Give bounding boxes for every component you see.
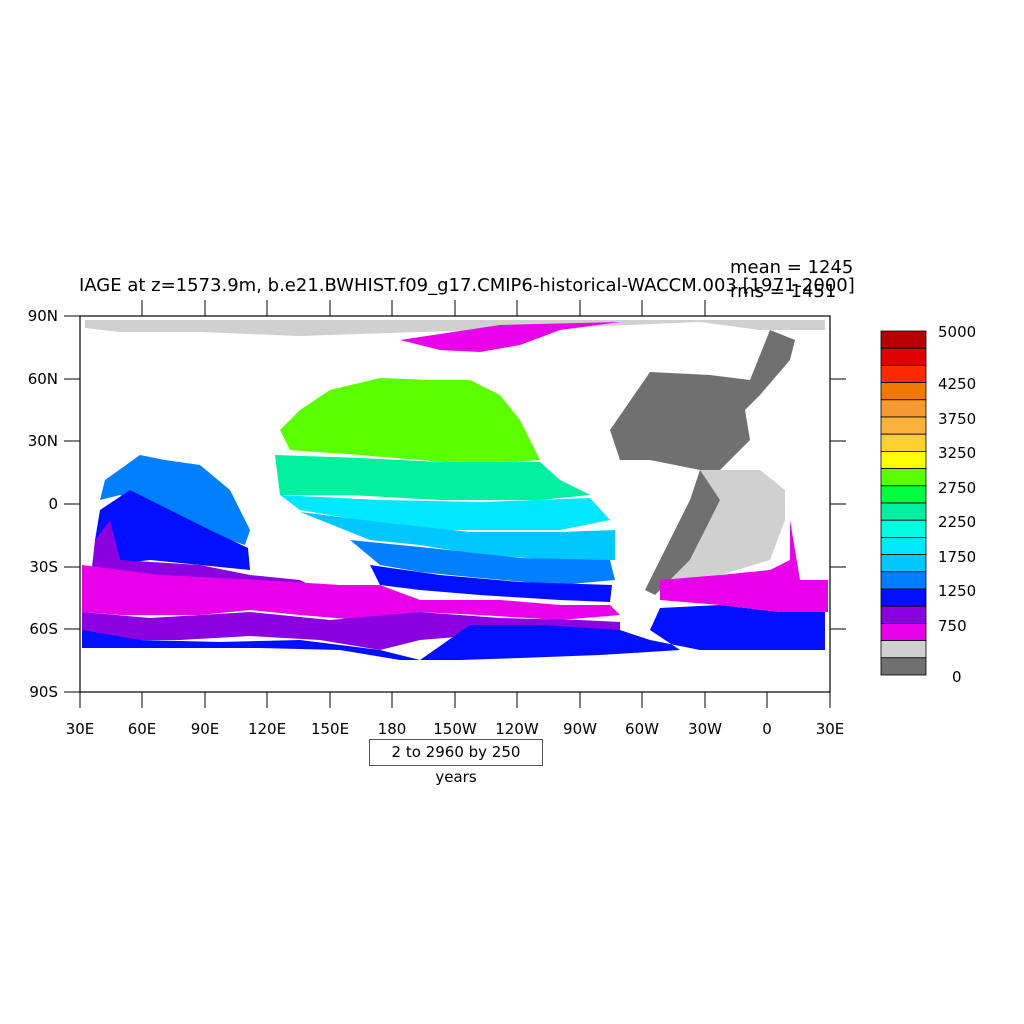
- indian-deep-blue-band: [95, 490, 250, 570]
- lon-label: 120W: [495, 720, 539, 738]
- colorbar: [880, 330, 927, 676]
- lat-label-60n: 60N: [27, 370, 58, 388]
- colorbar-swatch: [880, 399, 927, 418]
- lon-label: 0: [762, 720, 772, 738]
- colorbar-swatch: [880, 382, 927, 401]
- lon-label: 150W: [433, 720, 477, 738]
- lat-label-30s: 30S: [29, 558, 58, 576]
- colorbar-swatch: [880, 554, 927, 573]
- indian-purple-band: [90, 520, 320, 590]
- colorbar-swatch: [880, 588, 927, 607]
- lon-label: 180: [377, 720, 407, 738]
- map-title: IAGE at z=1573.9m, b.e21.BWHIST.f09_g17.…: [79, 275, 855, 296]
- pacific-deep-blue-band: [370, 565, 612, 602]
- colorbar-swatch: [880, 537, 927, 556]
- pacific-blue-band: [350, 540, 615, 585]
- lon-label: 30W: [688, 720, 722, 738]
- colorbar-swatch: [880, 347, 927, 366]
- colorbar-swatch: [880, 571, 927, 590]
- lat-label-60s: 60S: [29, 620, 58, 638]
- arctic-magenta-patch: [400, 322, 620, 352]
- colorbar-swatch: [880, 416, 927, 435]
- colorbar-label: 1750: [938, 548, 977, 566]
- colorbar-label: 1250: [938, 582, 977, 600]
- colorbar-label: 2250: [938, 513, 977, 531]
- southern-magenta-band: [82, 565, 620, 620]
- pacific-green-band: [280, 378, 540, 465]
- lat-label-90s: 90S: [29, 683, 58, 701]
- lon-label: 150E: [310, 720, 350, 738]
- indian-blue-band: [100, 455, 250, 545]
- colorbar-swatch: [880, 623, 927, 642]
- mean-value: mean = 1245: [730, 257, 854, 278]
- atlantic-magenta: [660, 520, 828, 612]
- colorbar-swatch: [880, 657, 927, 676]
- lon-label: 60E: [127, 720, 157, 738]
- lon-label: 90E: [190, 720, 220, 738]
- colorbar-swatch: [880, 468, 927, 487]
- lon-label: 30E: [815, 720, 845, 738]
- contour-interval-note: 2 to 2960 by 250 years: [369, 739, 543, 786]
- lat-label-0: 0: [48, 495, 58, 513]
- atlantic-ice-gray: [660, 470, 785, 590]
- lon-ticks: [79, 300, 831, 708]
- colorbar-swatch: [880, 330, 927, 349]
- lon-label: 90W: [563, 720, 597, 738]
- colorbar-label: 0: [952, 668, 962, 686]
- colorbar-swatch: [880, 502, 927, 521]
- southern-purple-band: [82, 612, 620, 650]
- lat-ticks: [64, 315, 846, 693]
- pacific-cyan-band-3: [300, 512, 615, 560]
- colorbar-label: 3250: [938, 444, 977, 462]
- colorbar-swatch: [880, 640, 927, 659]
- arctic-ice-region: [85, 320, 825, 336]
- colorbar-swatch: [880, 433, 927, 452]
- atlantic-deep-gray: [610, 330, 795, 595]
- pacific-cyan-band-2: [280, 495, 610, 530]
- southern-deep-blue-band: [82, 605, 825, 660]
- pacific-cyan-band-1: [275, 455, 590, 500]
- colorbar-label: 750: [938, 617, 967, 635]
- colorbar-swatch: [880, 450, 927, 469]
- colorbar-label: 4250: [938, 375, 977, 393]
- colorbar-swatch: [880, 605, 927, 624]
- colorbar-label: 5000: [938, 323, 977, 341]
- colorbar-swatch: [880, 485, 927, 504]
- colorbar-label: 3750: [938, 410, 977, 428]
- lon-label: 60W: [625, 720, 659, 738]
- colorbar-swatch: [880, 519, 927, 538]
- lon-label: 120E: [247, 720, 287, 738]
- lat-label-90n: 90N: [27, 307, 58, 325]
- lon-label: 30E: [65, 720, 95, 738]
- colorbar-label: 2750: [938, 479, 977, 497]
- colorbar-swatch: [880, 364, 927, 383]
- rms-value: rms = 1451: [730, 281, 837, 302]
- lat-label-30n: 30N: [27, 432, 58, 450]
